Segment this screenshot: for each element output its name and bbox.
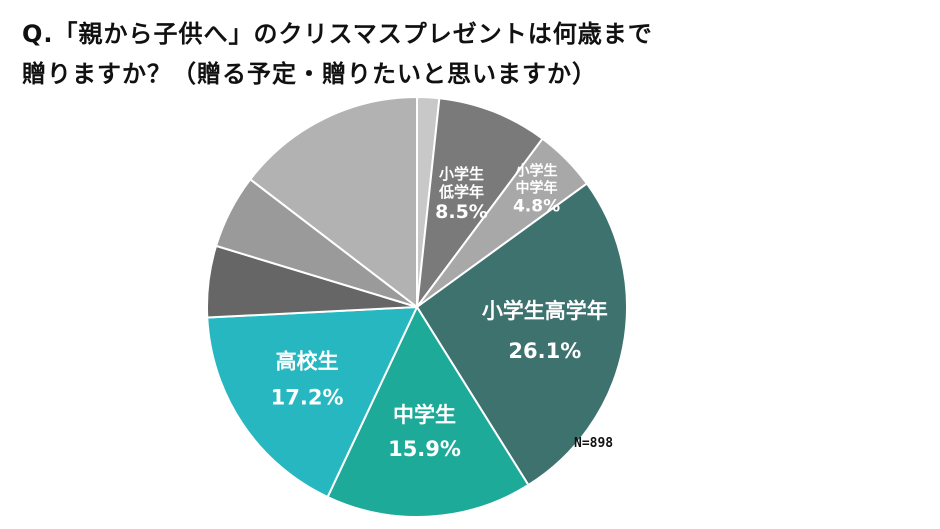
sample-size-note: N=898: [574, 436, 614, 451]
slice-name-label-2-2: 低学年: [438, 183, 484, 201]
pie-labels: 小学生低学年8.5%小学生中学年4.8%小学生高学年26.1%中学生15.9%高…: [271, 162, 608, 460]
slice-name-label-2-1: 小学生: [439, 165, 484, 183]
pie-slice-4: [415, 182, 628, 487]
chart-title-line-2: 贈りますか？（贈る予定・贈りたいと思いますか）: [22, 60, 597, 88]
chart-title: Q.「親から子供へ」のクリスマスプレゼントは何歳まで 贈りますか？（贈る予定・贈…: [22, 14, 653, 94]
slice-name-label-6-1: 高校生: [276, 350, 339, 374]
pie-slice-5: [326, 304, 530, 518]
slice-value-label-5: 15.9%: [388, 437, 461, 461]
slice-name-label-3-2: 中学年: [516, 179, 558, 196]
chart-title-line-1: Q.「親から子供へ」のクリスマスプレゼントは何歳まで: [22, 20, 653, 48]
pie-slice-2: [415, 97, 544, 311]
slice-value-label-6: 17.2%: [271, 386, 344, 410]
slice-value-label-3: 4.8%: [513, 196, 560, 216]
slice-name-label-3-1: 小学生: [516, 162, 558, 179]
pie-slices: [206, 95, 628, 518]
slice-name-label-4-1: 小学生高学年: [482, 299, 608, 323]
pie-slice-6: [206, 305, 419, 499]
slice-value-label-4: 26.1%: [508, 339, 581, 363]
slice-value-label-2: 8.5%: [435, 201, 488, 223]
slice-name-label-5-1: 中学生: [393, 403, 456, 427]
pie-slice-9: [248, 95, 418, 310]
